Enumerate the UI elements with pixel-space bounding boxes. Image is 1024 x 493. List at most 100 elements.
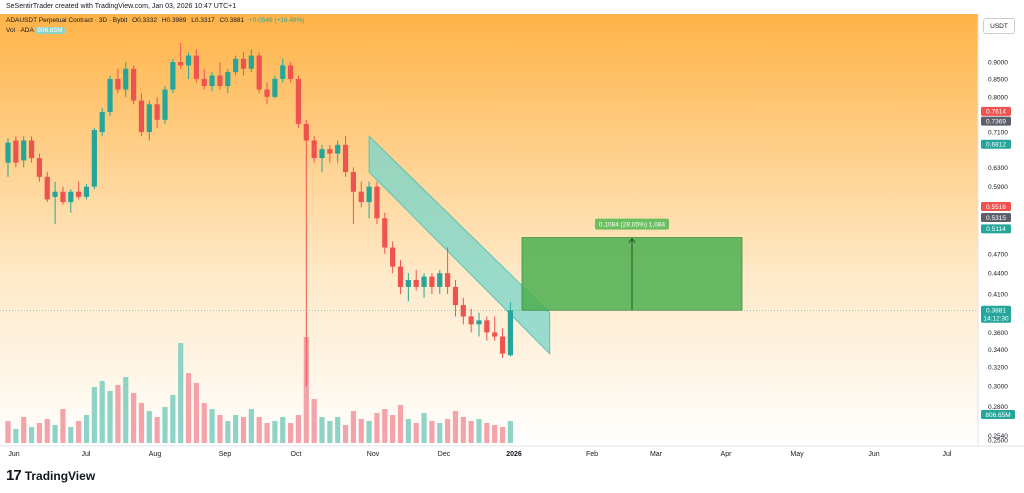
candle-body (335, 144, 341, 154)
candle-body (484, 320, 490, 333)
volume-bar (429, 421, 435, 443)
candle-body (115, 78, 121, 90)
close-value: C0.3881 (219, 17, 245, 24)
volume-bar (154, 417, 160, 443)
time-axis-label: Jun (868, 451, 879, 458)
volume-badge (981, 410, 1015, 419)
candle-body (288, 65, 294, 79)
price-badge-label: 0.5315 (986, 215, 1006, 222)
time-axis: Jun Jul Aug Sep Oct Nov Dec 2026 Feb Mar Apr May Jun… (8, 451, 952, 458)
tradingview-footer[interactable]: 17 TradingView (6, 467, 95, 484)
candle-body (201, 78, 207, 86)
target-label-box (595, 218, 669, 230)
candle-body (468, 316, 474, 325)
volume-bar (233, 415, 239, 443)
volume-bar (217, 415, 223, 443)
volume-bar (13, 429, 19, 443)
candle-body (499, 336, 506, 354)
volume-bar (264, 423, 270, 443)
candle-body (68, 191, 74, 203)
volume-bar (311, 399, 317, 443)
price-tick-label: 0.2800 (988, 404, 1008, 411)
time-axis-label: Jul (82, 451, 91, 458)
volume-bar (201, 403, 207, 443)
candle-body (146, 104, 152, 133)
volume-bar (60, 409, 66, 443)
candle-body (248, 55, 254, 69)
time-axis-label: Apr (721, 451, 733, 458)
price-badge (981, 224, 1011, 234)
volume-bar (507, 421, 513, 443)
volume-bar (131, 393, 137, 443)
target-label: 0.1084 (28.05%) 1,084 (599, 222, 666, 229)
candle-body (445, 273, 451, 287)
volume-bar (476, 419, 482, 443)
volume-bar (452, 411, 459, 443)
candle-body (397, 266, 404, 287)
target-projection: 0.1084 (28.05%) 1,084 (521, 218, 743, 311)
candle-body (421, 276, 427, 287)
time-axis-label: 2026 (506, 451, 522, 458)
volume-bar (382, 409, 388, 443)
candle-body (209, 75, 215, 86)
candle-body (240, 58, 247, 69)
time-axis-label: Jul (943, 451, 952, 458)
volume-bar (178, 343, 184, 443)
price-badge-label: 0.7614 (986, 109, 1006, 116)
price-badge-label: 0.6812 (986, 142, 1006, 149)
volume-bar (484, 423, 490, 443)
price-badge (981, 116, 1011, 126)
volume-bar (28, 427, 35, 443)
currency-button[interactable]: USDT (983, 18, 1015, 34)
candle-body (358, 191, 364, 203)
volume-legend[interactable]: Vol · ADA 806.65M (6, 27, 65, 34)
symbol-name[interactable]: ADAUSDT Perpetual Contract · 3D · Bybit (6, 17, 128, 24)
candle-body (28, 140, 35, 159)
volume-bar (437, 423, 443, 443)
candle-body (185, 55, 192, 66)
volume-bar (170, 395, 176, 443)
volume-bar (272, 421, 278, 443)
volume-bar (21, 417, 27, 443)
symbol-legend[interactable]: ADAUSDT Perpetual Contract · 3D · Bybit … (6, 17, 308, 24)
time-axis-label: Nov (367, 451, 380, 458)
candle-body (154, 104, 160, 120)
candle-body (99, 111, 105, 133)
price-tick-label: 0.8500 (988, 76, 1008, 83)
candle-body (272, 78, 278, 97)
price-badge (981, 202, 1011, 212)
volume-bar (76, 421, 82, 443)
candle-body (460, 305, 466, 317)
volume-bar (342, 425, 349, 443)
candlesticks (0, 43, 978, 387)
time-axis-label: Sep (219, 451, 232, 458)
candle-body (76, 191, 82, 197)
volume-bar (460, 417, 466, 443)
price-tick-label: 0.3000 (988, 384, 1008, 391)
volume-bar (280, 417, 286, 443)
target-arrow-head (628, 237, 636, 243)
candle-body (303, 123, 309, 141)
volume-bar (138, 403, 145, 443)
price-badge (981, 139, 1011, 149)
candle-body (405, 280, 411, 287)
open-value: O0.3332 (132, 17, 158, 24)
volume-bar (350, 411, 356, 443)
candle-body (319, 149, 325, 159)
candle-body (178, 62, 184, 66)
candle-body (233, 58, 239, 73)
candle-body (280, 65, 286, 79)
volume-bar (421, 413, 427, 443)
candle-body (437, 273, 443, 287)
candle-body (5, 142, 11, 163)
volume-bar (209, 409, 215, 443)
price-badge-label: 0.3881 (986, 308, 1006, 315)
volume-bar (115, 385, 121, 443)
candle-body (311, 140, 317, 159)
candle-body (138, 100, 145, 133)
candle-body (131, 68, 137, 101)
change-value: +0.0549 (+16.48%) (248, 17, 305, 24)
volume-bar (83, 415, 90, 443)
candle-body (52, 191, 58, 197)
